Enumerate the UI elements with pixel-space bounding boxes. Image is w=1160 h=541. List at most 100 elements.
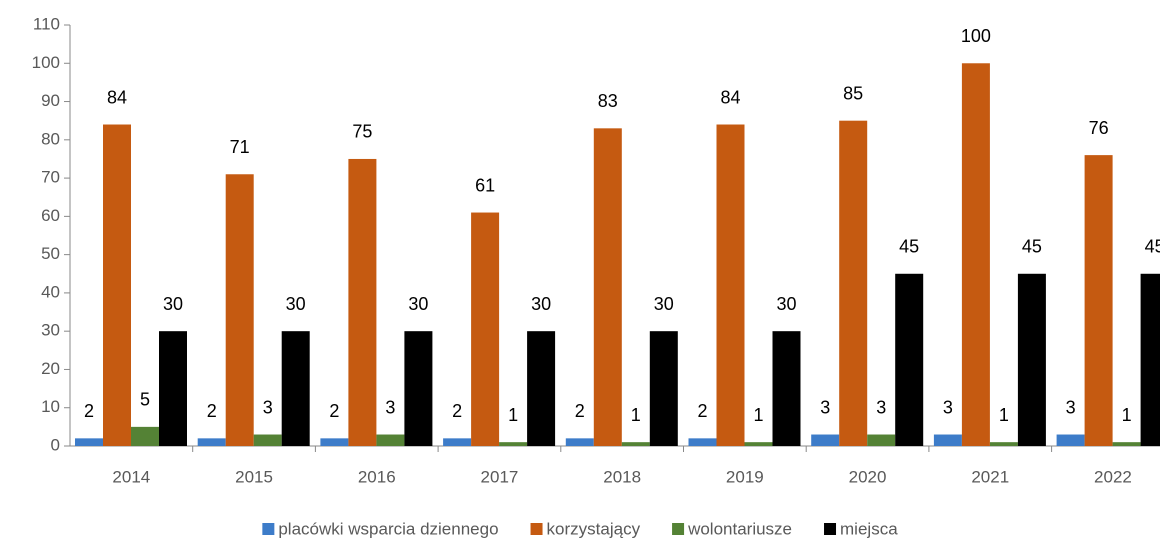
y-tick-label: 100: [32, 53, 60, 72]
bar: [348, 158, 377, 447]
x-tick-label: 2020: [849, 467, 887, 486]
bar: [471, 212, 500, 446]
data-label: 2: [575, 401, 585, 421]
data-label: 45: [1145, 237, 1160, 257]
bar: [159, 331, 187, 446]
bar: [811, 434, 840, 446]
bar: [1017, 273, 1046, 446]
y-tick-label: 50: [41, 244, 60, 263]
bar: [744, 442, 773, 446]
x-tick-label: 2015: [235, 467, 273, 486]
data-label: 2: [329, 401, 339, 421]
data-label: 30: [408, 294, 428, 314]
bar: [1056, 434, 1085, 446]
data-label: 30: [776, 294, 796, 314]
x-tick-label: 2019: [726, 467, 764, 486]
legend-label: korzystający: [547, 519, 641, 538]
y-tick-label: 90: [41, 91, 60, 110]
data-label: 30: [531, 294, 551, 314]
y-tick-label: 30: [41, 321, 60, 340]
data-label: 75: [352, 122, 372, 142]
data-label: 2: [452, 401, 462, 421]
bar: [1112, 442, 1141, 446]
data-label: 3: [385, 397, 395, 417]
bar: [867, 434, 896, 446]
x-tick-label: 2017: [481, 467, 519, 486]
data-label: 2: [207, 401, 217, 421]
data-label: 3: [943, 397, 953, 417]
bar: [772, 331, 801, 446]
x-tick-label: 2018: [603, 467, 641, 486]
bar: [253, 434, 282, 446]
bar: [649, 331, 678, 446]
bar: [989, 442, 1018, 446]
data-label: 30: [163, 294, 183, 314]
bar: [376, 434, 405, 446]
bar: [1084, 155, 1113, 447]
data-label: 1: [1122, 405, 1132, 425]
data-label: 85: [843, 83, 863, 103]
data-label: 100: [961, 26, 991, 46]
x-tick-label: 2014: [112, 467, 150, 486]
data-label: 3: [876, 397, 886, 417]
y-tick-label: 80: [41, 129, 60, 148]
data-label: 71: [230, 137, 250, 157]
y-tick-label: 110: [33, 14, 60, 33]
bar: [197, 438, 226, 446]
legend-swatch: [530, 523, 543, 535]
bar: [281, 331, 310, 446]
bar: [225, 174, 254, 446]
data-label: 30: [286, 294, 306, 314]
legend-swatch: [824, 523, 837, 535]
bar: [716, 124, 745, 446]
data-label: 3: [1066, 397, 1076, 417]
bar: [565, 438, 594, 446]
data-label: 1: [753, 405, 763, 425]
y-tick-label: 70: [41, 168, 60, 187]
data-label: 2: [84, 401, 94, 421]
data-label: 61: [475, 175, 495, 195]
data-label: 84: [720, 87, 740, 107]
bar: [443, 438, 472, 446]
y-tick-label: 60: [41, 206, 60, 225]
bar: [593, 128, 622, 446]
bar: [404, 331, 433, 446]
legend: placówki wsparcia dziennego korzystający w…: [262, 519, 898, 538]
bar: [961, 63, 990, 446]
data-label: 45: [1022, 237, 1042, 257]
data-label: 5: [140, 390, 150, 410]
data-label: 1: [631, 405, 641, 425]
y-tick-label: 20: [41, 359, 60, 378]
y-tick-label: 40: [41, 282, 60, 301]
data-label: 84: [107, 87, 127, 107]
data-label: 1: [999, 405, 1009, 425]
bar: [688, 438, 717, 446]
data-label: 30: [654, 294, 674, 314]
legend-label: wolontariusze: [687, 519, 792, 538]
legend-swatch: [672, 523, 685, 535]
x-tick-label: 2016: [358, 467, 396, 486]
bar: [527, 331, 556, 446]
bar: [320, 438, 349, 446]
bar: [895, 273, 924, 446]
x-tick-label: 2021: [971, 467, 1009, 486]
bar: [621, 442, 650, 446]
bar: [933, 434, 962, 446]
x-tick-label: 2022: [1094, 467, 1132, 486]
legend-swatch: [262, 523, 275, 535]
bar: [499, 442, 528, 446]
legend-label: placówki wsparcia dziennego: [278, 519, 498, 538]
bar: [839, 120, 868, 446]
bar: [1140, 273, 1160, 446]
data-label: 1: [508, 405, 518, 425]
data-label: 83: [598, 91, 618, 111]
data-label: 45: [899, 237, 919, 257]
legend-label: miejsca: [840, 519, 898, 538]
y-tick-label: 10: [41, 397, 60, 416]
data-label: 76: [1089, 118, 1109, 138]
data-label: 3: [820, 397, 830, 417]
data-label: 3: [263, 397, 273, 417]
data-label: 2: [697, 401, 707, 421]
bar: [131, 426, 159, 446]
